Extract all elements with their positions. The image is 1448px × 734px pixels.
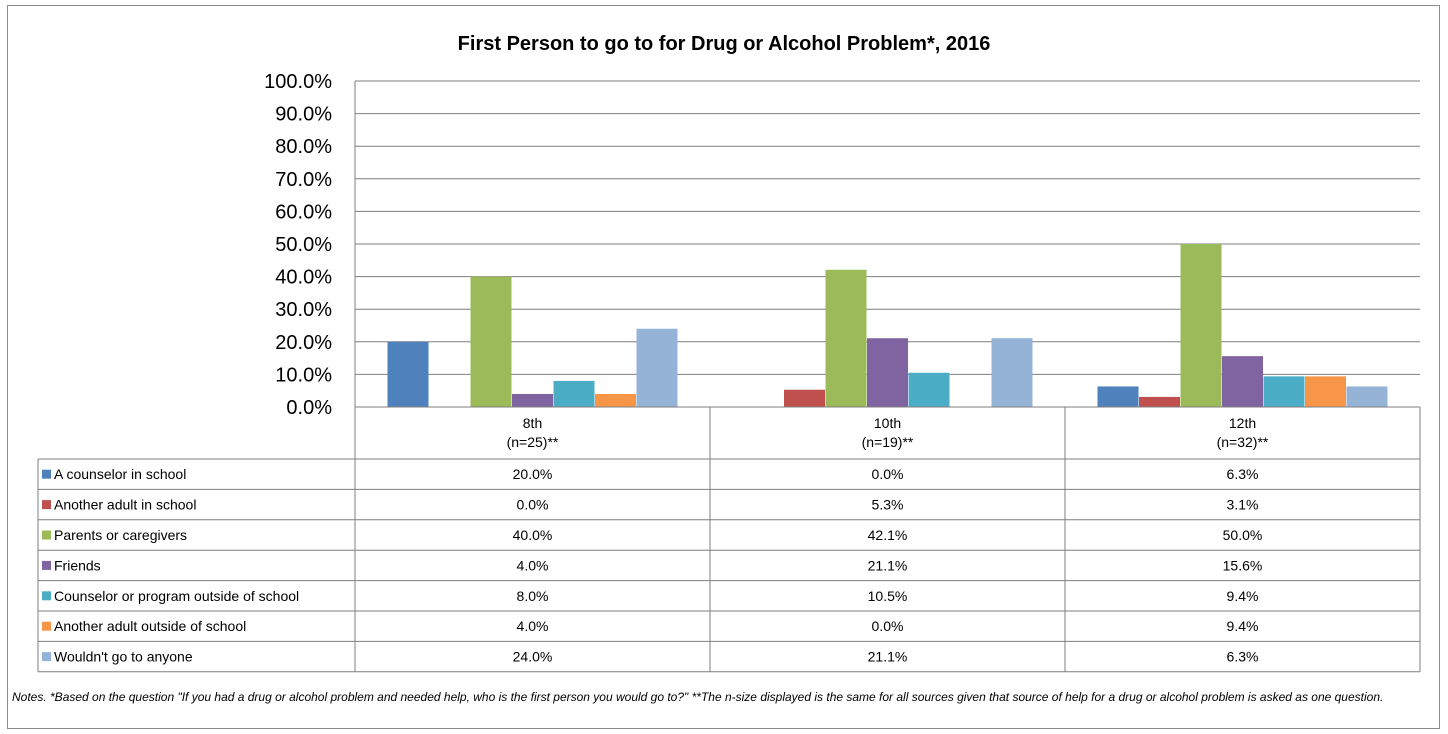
table-cell-value: 9.4% xyxy=(1227,618,1259,634)
legend-key xyxy=(42,500,51,510)
legend-key xyxy=(42,652,51,662)
bar xyxy=(1305,376,1346,407)
bar xyxy=(1097,386,1139,407)
table-cell-value: 21.1% xyxy=(868,557,908,573)
bar xyxy=(908,372,950,407)
bar xyxy=(825,269,867,407)
category-label: (n=19)** xyxy=(862,434,914,450)
bar xyxy=(553,380,595,407)
y-tick-label: 60.0% xyxy=(275,201,332,223)
bar xyxy=(867,338,908,407)
bar xyxy=(1222,356,1263,407)
category-label: 10th xyxy=(874,415,901,431)
legend-label: Friends xyxy=(54,557,101,573)
legend-key xyxy=(42,621,51,631)
y-tick-label: 40.0% xyxy=(275,267,332,289)
legend-label: Parents or caregivers xyxy=(54,527,187,543)
chart-frame xyxy=(7,5,1440,729)
bar xyxy=(1263,376,1305,407)
bar xyxy=(387,341,429,407)
legend-label: Wouldn't go to anyone xyxy=(54,649,193,665)
table-cell-value: 0.0% xyxy=(517,497,549,513)
bar xyxy=(636,328,678,407)
bar xyxy=(512,393,553,407)
table-cell-value: 24.0% xyxy=(513,649,553,665)
y-tick-label: 0.0% xyxy=(286,397,332,419)
category-label: (n=32)** xyxy=(1217,434,1269,450)
y-tick-label: 50.0% xyxy=(275,234,332,256)
chart-title: First Person to go to for Drug or Alcoho… xyxy=(457,33,991,55)
table-cell-value: 5.3% xyxy=(872,497,904,513)
legend-label: A counselor in school xyxy=(54,466,186,482)
table-cell-value: 9.4% xyxy=(1227,588,1259,604)
y-tick-label: 90.0% xyxy=(275,104,332,126)
table-cell-value: 20.0% xyxy=(513,466,553,482)
y-tick-label: 100.0% xyxy=(264,71,332,93)
table-cell-value: 0.0% xyxy=(872,466,904,482)
bar xyxy=(470,276,512,407)
y-tick-label: 80.0% xyxy=(275,136,332,158)
table-cell-value: 8.0% xyxy=(517,588,549,604)
table-cell-value: 3.1% xyxy=(1227,497,1259,513)
bar xyxy=(1346,386,1388,407)
category-label: (n=25)** xyxy=(507,434,559,450)
legend-label: Another adult outside of school xyxy=(54,618,246,634)
legend-key xyxy=(42,560,51,570)
table-cell-value: 4.0% xyxy=(517,557,549,573)
table-cell-value: 40.0% xyxy=(513,527,553,543)
bar xyxy=(1180,244,1222,407)
legend-key xyxy=(42,469,51,479)
table-cell-value: 6.3% xyxy=(1227,466,1259,482)
y-tick-label: 20.0% xyxy=(275,332,332,354)
table-cell-value: 10.5% xyxy=(868,588,908,604)
category-label: 8th xyxy=(523,415,542,431)
legend-label: Counselor or program outside of school xyxy=(54,588,299,604)
table-cell-value: 15.6% xyxy=(1223,557,1263,573)
table-cell-value: 42.1% xyxy=(868,527,908,543)
y-tick-label: 30.0% xyxy=(275,299,332,321)
table-cell-value: 0.0% xyxy=(872,618,904,634)
y-tick-label: 10.0% xyxy=(275,364,332,386)
bar xyxy=(595,393,636,407)
y-tick-label: 70.0% xyxy=(275,169,332,191)
bar xyxy=(991,338,1033,407)
legend-key xyxy=(42,530,51,540)
legend-key xyxy=(42,591,51,601)
table-cell-value: 50.0% xyxy=(1223,527,1263,543)
chart-notes: Notes. *Based on the question "If you ha… xyxy=(12,690,1384,704)
legend-label: Another adult in school xyxy=(54,497,196,513)
category-label: 12th xyxy=(1229,415,1256,431)
table-cell-value: 6.3% xyxy=(1227,649,1259,665)
table-cell-value: 21.1% xyxy=(868,649,908,665)
bar xyxy=(1139,396,1180,407)
table-cell-value: 4.0% xyxy=(517,618,549,634)
bar xyxy=(784,389,825,407)
